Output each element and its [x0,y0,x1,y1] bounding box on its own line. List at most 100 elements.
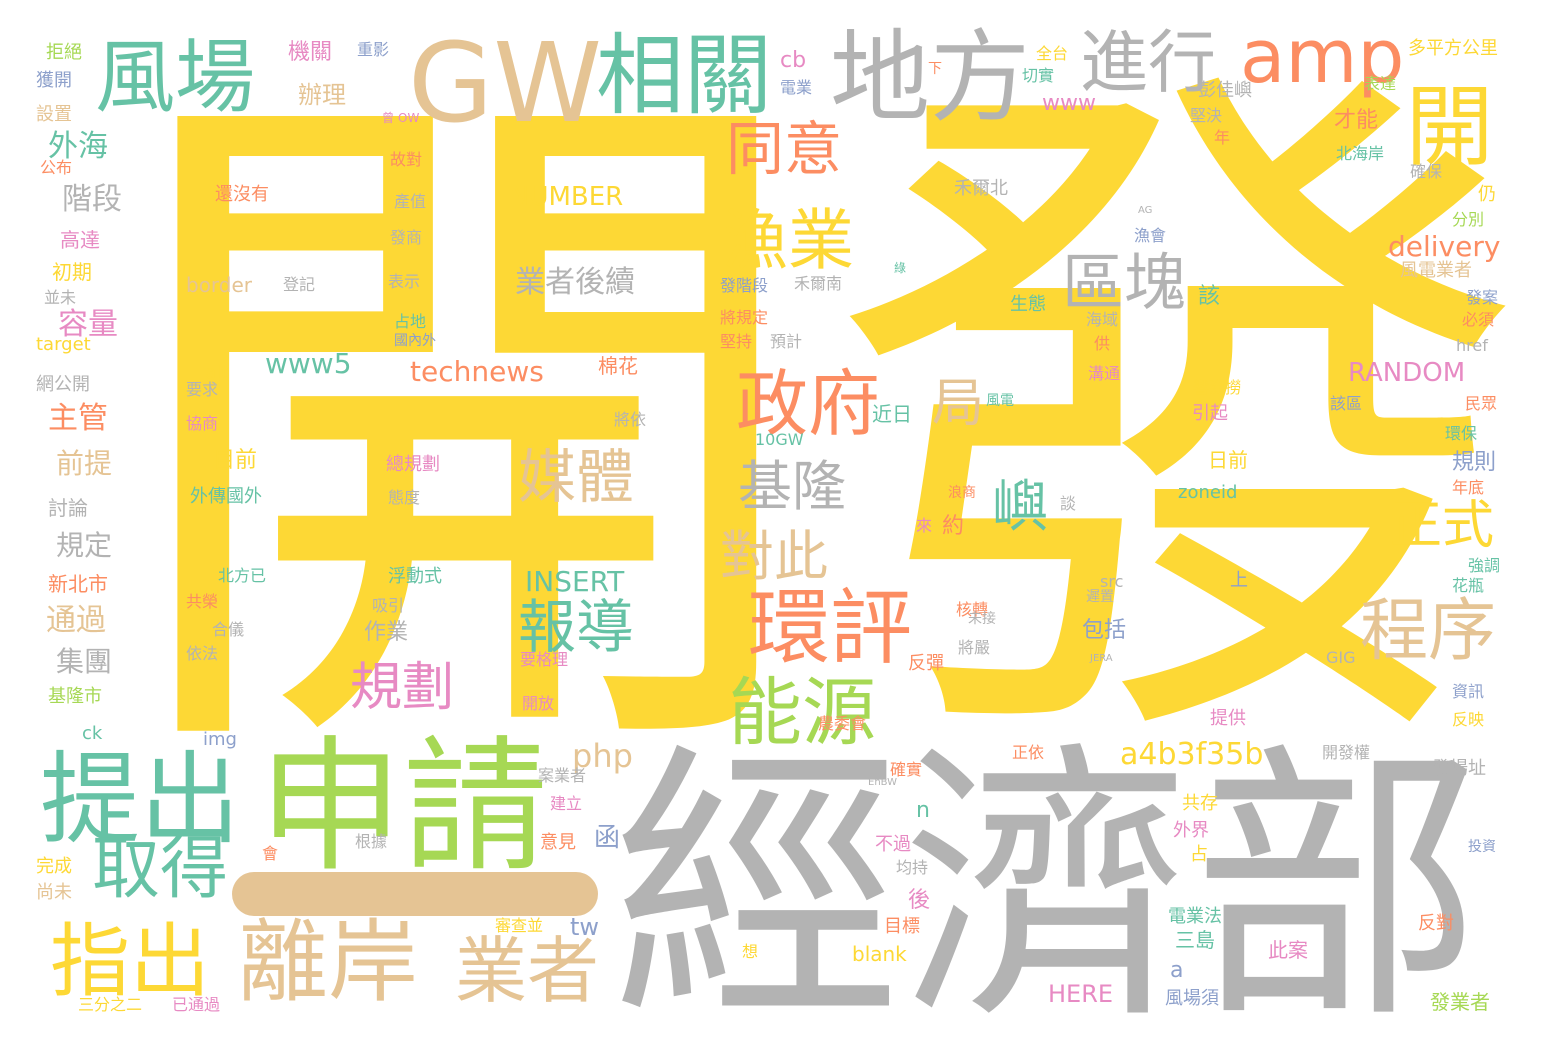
cloud-word: 花瓶 [1452,576,1485,595]
cloud-word: 想 [742,942,759,961]
cloud-word: 遲置 [1086,589,1114,605]
cloud-word: 多平方公里 [1408,38,1498,59]
cloud-word: 風場須 [1165,988,1219,1009]
cloud-word: 發商 [390,228,423,247]
cloud-word: 態度 [388,488,421,507]
cloud-word: 風場 [95,31,255,124]
cloud-word: 浮動式 [388,566,442,587]
cloud-word: 正式 [1390,496,1495,556]
cloud-word: 分別 [1452,210,1485,229]
cloud-word: 尚未 [36,882,72,903]
cloud-word: 業者後續 [515,265,635,300]
cloud-word: amp [1240,14,1405,100]
cloud-word: 獲開 [36,70,72,91]
cloud-word: 發階段 [720,276,769,295]
cloud-word: 合儀 [212,620,245,639]
cloud-word: GW [408,19,603,147]
cloud-word: 媒體 [518,443,635,511]
cloud-word: 業者 [455,929,600,1013]
cloud-word: 生態 [1010,294,1046,315]
cloud-word: 開 [1391,80,1494,168]
cloud-word: 區塊 [1062,246,1187,319]
cloud-word: zoneid [1178,482,1238,503]
cloud-word: 依法 [186,644,219,663]
cloud-word: 民眾 [1465,394,1498,413]
cloud-word: 設置 [36,104,72,125]
cloud-word: 相關 [596,24,773,127]
cloud-word: 同意 [726,115,843,183]
cloud-word: HERE [1048,980,1114,1008]
cloud-word: 資訊 [1452,682,1485,701]
cloud-word: 發 [830,15,1530,830]
cloud-word: 故對 [390,150,423,169]
cloud-word: 該 [1198,284,1221,309]
cloud-word: 反彈 [908,653,944,674]
cloud-word: 政府 [736,362,881,446]
cloud-word: 發業者 [1430,990,1490,1014]
cloud-word: 根據 [355,832,388,851]
cloud-word: 階段 [62,182,122,217]
cloud-word: 近日 [872,402,912,426]
cloud-word: 年底 [1452,478,1485,497]
cloud-word: 未接 [968,611,996,627]
cloud-word: a [1170,958,1184,983]
cloud-word: 溝通 [1088,364,1121,383]
cloud-word: 審查並 [495,916,544,935]
cloud-word: 規劃 [350,658,455,718]
cloud-word: 容量 [58,307,118,342]
cloud-word: 供 [1094,334,1111,353]
cloud-word: 漁會 [1134,226,1167,245]
cloud-word: 嶼 [992,475,1048,540]
cloud-word: 取得 [92,830,229,909]
cloud-word: www [1042,91,1096,116]
cloud-word: 堅決 [1190,106,1223,125]
cloud-word: OW [398,111,420,125]
cloud-word: 預計 [770,332,803,351]
cloud-word: 重影 [357,40,390,59]
cloud-word: 談 [1060,494,1077,513]
cloud-word: 通過 [46,603,106,638]
cloud-word: 日前 [1208,448,1248,472]
cloud-word: img [203,729,237,750]
cloud-word: 基隆市 [48,686,102,707]
cloud-word: 主管 [48,401,108,436]
cloud-word: 占 [1190,844,1208,865]
cloud-word: 棉花 [598,354,638,378]
cloud-word: alt [205,362,229,383]
cloud-word: cb [780,48,807,73]
cloud-word: 新北市 [48,572,108,596]
cloud-word: 海域 [1086,310,1119,329]
cloud-word: 堅持 [720,332,753,351]
cloud-word: tw [570,913,600,941]
cloud-word: 程序 [1360,592,1497,671]
cloud-word: 表示 [388,272,421,291]
cloud-word: 環保 [1445,424,1478,443]
cloud-word: src [1100,572,1124,591]
cloud-word: 均持 [896,858,929,877]
cloud-word: 曾 [382,111,395,125]
cloud-word: delivery [1388,230,1501,263]
cloud-word: 開發權 [1322,743,1371,762]
cloud-word: 提供 [1210,708,1246,729]
cloud-word: 規則 [1452,450,1497,475]
cloud-word: 投資 [1468,839,1496,855]
cloud-word: 才能 [1334,108,1379,133]
cloud-word: 進行 [1080,24,1217,103]
cloud-word: 發場址 [1432,758,1486,779]
cloud-word: 高達 [60,228,100,252]
cloud-word: 協商 [186,414,219,433]
cloud-word: 綠 [894,261,907,275]
cloud-word: 浪商 [948,485,976,501]
cloud-word: 目前 [213,448,258,473]
cloud-word: 外界 [1173,820,1209,841]
cloud-word: 登記 [283,275,316,294]
cloud-word: 年 [1214,128,1231,147]
cloud-word: 漁業 [722,202,854,279]
cloud-word: 目標 [884,916,920,937]
cloud-word: 地方 [830,19,1030,136]
cloud-word: a4b3f35b [1120,737,1264,772]
cloud-word: 確實 [890,760,923,779]
cloud-word: 集團 [56,645,113,678]
cloud-word: 還沒有 [215,184,269,205]
cloud-word: php [572,737,633,775]
